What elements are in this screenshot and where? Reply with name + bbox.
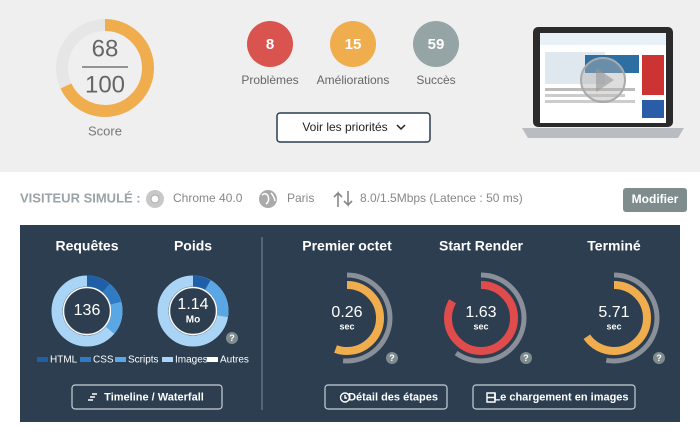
- timing-title: Premier octet: [302, 238, 392, 254]
- legend-label: Images: [175, 355, 208, 366]
- timing-value: 1.63: [465, 304, 496, 321]
- help-icon: [653, 352, 665, 364]
- priorities-button-label[interactable]: Voir les priorités: [302, 120, 387, 134]
- steps-button-icon[interactable]: [339, 392, 351, 403]
- help-icon: [226, 332, 238, 344]
- legend-swatch: [162, 357, 173, 362]
- score-max: 100: [85, 71, 125, 98]
- metrics-panel: [20, 225, 680, 422]
- timing-unit: sec: [473, 321, 488, 331]
- timing-title: Terminé: [587, 238, 641, 254]
- timeline-button[interactable]: Timeline / Waterfall: [71, 384, 223, 410]
- filmstrip-button-label[interactable]: Le chargement en images: [493, 391, 628, 403]
- improvements-count: 15: [345, 36, 362, 53]
- timing-outer-arc: [435, 272, 527, 364]
- weight-title: Poids: [174, 238, 212, 254]
- metrics-content: Requêtes 136 Poids 1.14 Mo? HTML CSS Scripts Ima…: [37, 238, 665, 410]
- legend-label: Autres: [220, 355, 249, 366]
- filmstrip-button-box[interactable]: [472, 384, 636, 410]
- filmstrip-button-icon[interactable]: [486, 392, 496, 403]
- score-label: Score: [88, 123, 122, 138]
- priorities-button[interactable]: Voir les priorités: [276, 112, 431, 143]
- requests-title: Requêtes: [55, 238, 118, 254]
- edit-button[interactable]: Modifier: [623, 188, 687, 212]
- browser-icon-center: [150, 194, 160, 204]
- timing-inner-arc: [577, 281, 651, 355]
- donut-segment: [51, 275, 123, 347]
- legend-label: HTML: [50, 355, 78, 366]
- edit-button-label[interactable]: Modifier: [632, 192, 679, 206]
- help-icon-label: ?: [656, 353, 662, 363]
- success-badge: [413, 21, 459, 67]
- timing-outer-arc: [568, 272, 660, 364]
- legend-swatch: [115, 357, 126, 362]
- connection-icon: [333, 191, 353, 207]
- donut-segment: [157, 275, 229, 347]
- help-icon: [386, 352, 398, 364]
- timing-unit: sec: [339, 321, 354, 331]
- problems-label: Problèmes: [241, 73, 298, 87]
- success-label: Succès: [416, 73, 455, 87]
- problems-count: 8: [266, 36, 274, 53]
- globe-lines: [261, 192, 276, 205]
- requests-value: 136: [74, 302, 101, 319]
- help-icon-label: ?: [389, 353, 395, 363]
- timeline-button-box[interactable]: [71, 384, 223, 410]
- steps-button-label[interactable]: Détail des étapes: [348, 391, 438, 403]
- help-icon-label: ?: [523, 353, 529, 363]
- timing-inner-arc: [444, 281, 518, 355]
- donut-inner: [62, 286, 112, 336]
- connection: 8.0/1.5Mbps (Latence : 50 ms): [360, 191, 523, 205]
- timing-title: Start Render: [439, 238, 524, 254]
- donut-inner: [168, 286, 218, 336]
- steps-button[interactable]: Détail des étapes: [324, 384, 448, 410]
- help-icon: [520, 352, 532, 364]
- donut-segment: [51, 275, 123, 347]
- steps-button-box[interactable]: [324, 384, 448, 410]
- timeline-button-icon[interactable]: [88, 393, 97, 401]
- problems-badge: [247, 21, 293, 67]
- timing-value: 5.71: [598, 304, 629, 321]
- visitor-label: VISITEUR SIMULÉ :: [20, 190, 141, 205]
- edit-button-box[interactable]: [623, 188, 687, 212]
- weight-value: 1.14: [177, 296, 208, 313]
- score-value: 68: [92, 35, 119, 62]
- legend-swatch: [37, 357, 48, 362]
- timeline-button-label[interactable]: Timeline / Waterfall: [104, 391, 204, 403]
- legend-label: CSS: [93, 355, 114, 366]
- chevron-icon[interactable]: [396, 124, 406, 131]
- location: Paris: [287, 191, 314, 205]
- timing-value: 0.26: [331, 304, 362, 321]
- legend-swatch: [207, 357, 218, 362]
- legend-label: Scripts: [128, 355, 159, 366]
- help-icon-label: ?: [229, 333, 235, 343]
- improvements-label: Améliorations: [317, 73, 390, 87]
- weight-unit: Mo: [186, 315, 200, 326]
- improvements-badge: [330, 21, 376, 67]
- priorities-button-box[interactable]: [276, 112, 431, 143]
- score-arc: [56, 19, 154, 117]
- filmstrip-button[interactable]: Le chargement en images: [472, 384, 636, 410]
- laptop-thumbnail: [522, 27, 684, 138]
- timing-outer-arc: [301, 272, 393, 364]
- browser-name: Chrome 40.0: [173, 191, 243, 205]
- timing-unit: sec: [606, 321, 621, 331]
- success-count: 59: [428, 36, 445, 53]
- legend-swatch: [80, 357, 91, 362]
- timing-inner-arc: [310, 281, 384, 355]
- donut-segment: [157, 275, 229, 347]
- donut-segment: [51, 275, 123, 347]
